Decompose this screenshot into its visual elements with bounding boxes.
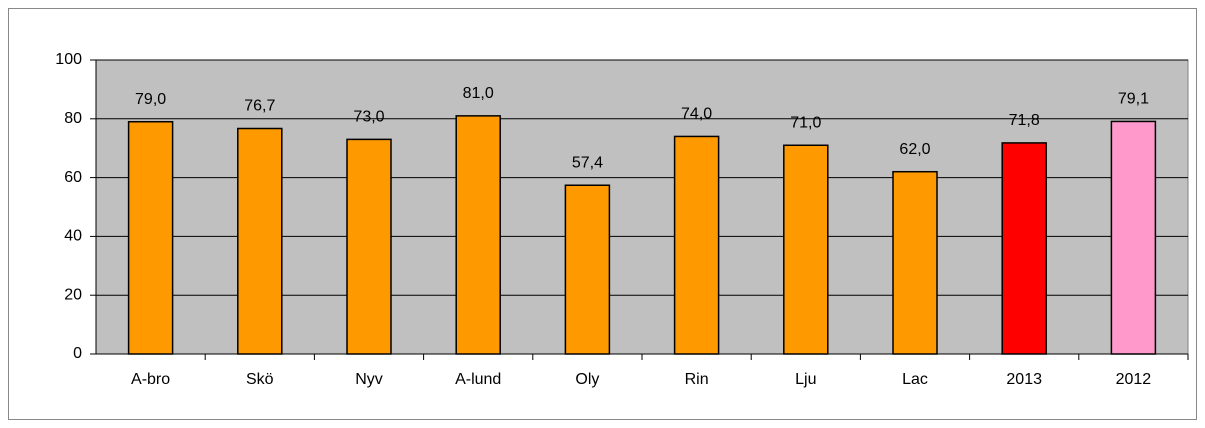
bar (346, 138, 392, 355)
bar (237, 127, 283, 355)
bar (783, 144, 829, 355)
value-label: 74,0 (681, 106, 712, 123)
x-tick-label: 2012 (1116, 371, 1152, 388)
value-label: 62,0 (899, 141, 930, 158)
bar (1110, 120, 1157, 355)
x-tick-label: Oly (575, 371, 599, 388)
bar (892, 170, 938, 355)
bar (673, 135, 720, 355)
x-tick-label: A-lund (455, 371, 501, 388)
value-label: 71,0 (790, 114, 821, 131)
bar (564, 184, 611, 355)
x-tick-label: Nyv (355, 371, 383, 388)
y-tick-label: 40 (64, 228, 82, 245)
x-tick-label: A-bro (131, 371, 170, 388)
y-tick-label: 0 (73, 345, 82, 362)
x-tick-label: Lac (902, 371, 928, 388)
y-tick-label: 80 (64, 110, 82, 127)
y-tick-label: 20 (64, 286, 82, 303)
value-label: 73,0 (353, 109, 384, 126)
value-label: 57,4 (572, 154, 603, 171)
y-tick-label: 60 (64, 169, 82, 186)
bar (1001, 142, 1047, 355)
value-label: 81,0 (463, 85, 494, 102)
x-tick-label: Lju (795, 371, 816, 388)
bar (127, 120, 174, 355)
bar (455, 115, 501, 355)
value-label: 79,1 (1118, 91, 1149, 108)
x-tick-label: 2013 (1006, 371, 1042, 388)
x-tick-label: Skö (246, 371, 274, 388)
value-label: 71,8 (1009, 112, 1040, 129)
value-label: 76,7 (244, 98, 275, 115)
x-tick-label: Rin (685, 371, 709, 388)
value-label: 79,0 (135, 91, 166, 108)
y-tick-label: 100 (55, 51, 82, 68)
